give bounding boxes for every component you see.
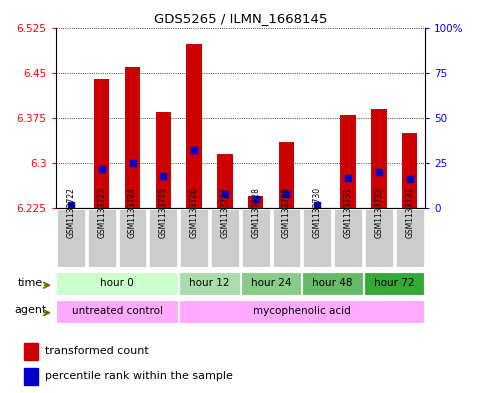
Point — [159, 173, 167, 179]
Text: GSM1133723: GSM1133723 — [97, 187, 106, 238]
Text: GSM1133729: GSM1133729 — [282, 187, 291, 238]
Bar — [402, 133, 417, 208]
Bar — [341, 115, 356, 208]
FancyBboxPatch shape — [149, 209, 177, 267]
Text: GSM1133724: GSM1133724 — [128, 187, 137, 238]
FancyBboxPatch shape — [303, 209, 331, 267]
FancyBboxPatch shape — [56, 272, 178, 296]
Point — [406, 176, 413, 182]
Text: percentile rank within the sample: percentile rank within the sample — [45, 371, 233, 381]
FancyBboxPatch shape — [211, 209, 239, 267]
Text: transformed count: transformed count — [45, 346, 149, 356]
FancyBboxPatch shape — [56, 300, 178, 323]
FancyBboxPatch shape — [241, 272, 301, 296]
Point — [221, 191, 229, 197]
Text: hour 72: hour 72 — [374, 278, 414, 288]
Text: GSM1133725: GSM1133725 — [159, 187, 168, 238]
FancyBboxPatch shape — [180, 209, 208, 267]
Text: GSM1133731: GSM1133731 — [343, 187, 353, 238]
Point — [252, 196, 259, 202]
FancyBboxPatch shape — [272, 209, 300, 267]
Text: GSM1133722: GSM1133722 — [67, 187, 75, 238]
Bar — [217, 154, 233, 208]
Point — [128, 160, 136, 166]
Text: GSM1133730: GSM1133730 — [313, 187, 322, 238]
FancyBboxPatch shape — [364, 272, 425, 296]
Bar — [24, 368, 39, 385]
FancyBboxPatch shape — [88, 209, 115, 267]
Point — [283, 191, 290, 197]
Bar — [248, 196, 263, 208]
Point — [344, 174, 352, 181]
Bar — [94, 79, 110, 208]
FancyBboxPatch shape — [179, 272, 240, 296]
Text: time: time — [18, 278, 43, 288]
Text: hour 24: hour 24 — [251, 278, 291, 288]
FancyBboxPatch shape — [242, 209, 270, 267]
Text: mycophenolic acid: mycophenolic acid — [253, 306, 351, 316]
Bar — [279, 142, 294, 208]
Bar — [371, 109, 386, 208]
Point — [98, 165, 106, 172]
Bar — [125, 67, 140, 208]
Point — [67, 202, 75, 208]
Text: GSM1133732: GSM1133732 — [374, 187, 384, 238]
Text: untreated control: untreated control — [71, 306, 163, 316]
Text: GSM1133728: GSM1133728 — [251, 187, 260, 238]
Bar — [186, 44, 202, 208]
FancyBboxPatch shape — [396, 209, 424, 267]
Text: GSM1133727: GSM1133727 — [220, 187, 229, 238]
Text: agent: agent — [14, 305, 47, 315]
Text: GSM1133733: GSM1133733 — [405, 187, 414, 238]
Text: GSM1133726: GSM1133726 — [190, 187, 199, 238]
Point — [190, 147, 198, 154]
Bar — [24, 343, 39, 360]
Point — [375, 169, 383, 175]
FancyBboxPatch shape — [57, 209, 85, 267]
Bar — [156, 112, 171, 208]
FancyBboxPatch shape — [334, 209, 362, 267]
FancyBboxPatch shape — [365, 209, 393, 267]
Title: GDS5265 / ILMN_1668145: GDS5265 / ILMN_1668145 — [154, 12, 327, 25]
FancyBboxPatch shape — [179, 300, 425, 323]
Text: hour 48: hour 48 — [313, 278, 353, 288]
FancyBboxPatch shape — [302, 272, 363, 296]
Text: hour 12: hour 12 — [189, 278, 230, 288]
Text: hour 0: hour 0 — [100, 278, 134, 288]
Point — [313, 202, 321, 208]
FancyBboxPatch shape — [119, 209, 146, 267]
